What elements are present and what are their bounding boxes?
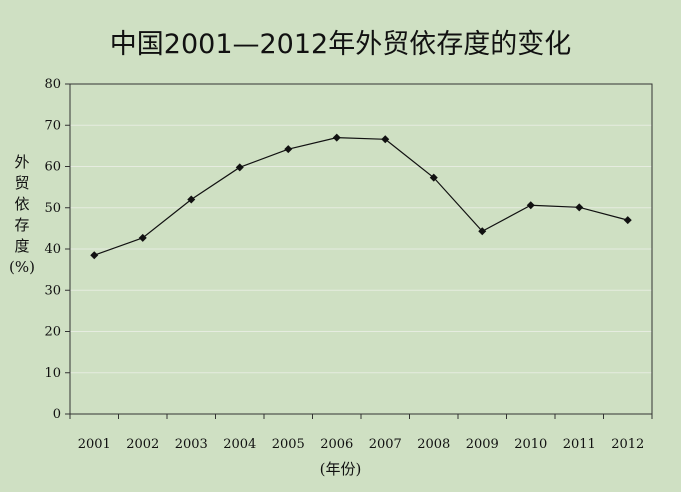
data-point-marker [332, 133, 341, 142]
y-axis-label-char: 外 [14, 153, 30, 171]
data-point-marker [284, 145, 293, 154]
y-axis-label-char: 贸 [14, 174, 30, 192]
y-axis-label-unit: (%) [9, 258, 35, 276]
data-point-marker [90, 251, 99, 260]
y-axis-label: 外 贸 依 存 度 (%) [8, 152, 36, 278]
x-tick-label: 2002 [126, 437, 159, 452]
data-point-marker [429, 173, 438, 182]
y-tick-label: 60 [44, 160, 61, 175]
x-axis-label: (年份) [319, 460, 362, 478]
y-tick-label: 80 [44, 77, 61, 92]
x-tick-label: 2010 [514, 437, 547, 452]
x-tick-label: 2007 [369, 437, 402, 452]
y-axis-label-char: 度 [14, 237, 30, 255]
data-point-marker [575, 203, 584, 212]
x-tick-label: 2011 [563, 437, 596, 452]
chart-title: 中国2001—2012年外贸依存度的变化 [109, 29, 572, 60]
series-line [94, 137, 628, 256]
x-tick-label: 2012 [611, 437, 644, 452]
data-point-marker [526, 201, 535, 210]
data-point-marker [138, 233, 147, 242]
data-point-marker [623, 216, 632, 225]
data-point-marker [235, 163, 244, 172]
x-tick-label: 2009 [466, 437, 499, 452]
y-tick-label: 50 [44, 201, 61, 216]
x-tick-label: 2005 [272, 437, 305, 452]
y-axis-label-char: 存 [14, 216, 30, 234]
x-tick-label: 2001 [78, 437, 111, 452]
y-tick-label: 0 [53, 407, 61, 422]
x-tick-label: 2008 [417, 437, 450, 452]
data-point-marker [381, 135, 390, 144]
y-tick-label: 10 [44, 366, 61, 381]
y-tick-label: 20 [44, 325, 61, 340]
y-tick-label: 70 [44, 118, 61, 133]
x-tick-label: 2003 [175, 437, 208, 452]
y-tick-label: 30 [44, 283, 61, 298]
x-tick-label: 2006 [320, 437, 353, 452]
y-tick-label: 40 [44, 242, 61, 257]
data-point-marker [478, 227, 487, 236]
x-tick-label: 2004 [223, 437, 256, 452]
y-axis-label-char: 依 [14, 195, 30, 213]
data-point-marker [187, 195, 196, 204]
